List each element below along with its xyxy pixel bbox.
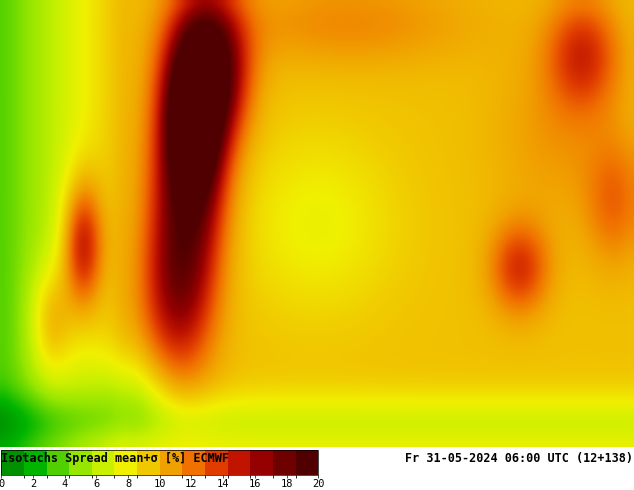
Text: Isotachs Spread mean+σ [%] ECMWF: Isotachs Spread mean+σ [%] ECMWF [1, 452, 230, 465]
Text: Fr 31-05-2024 06:00 UTC (12+138): Fr 31-05-2024 06:00 UTC (12+138) [404, 452, 633, 465]
